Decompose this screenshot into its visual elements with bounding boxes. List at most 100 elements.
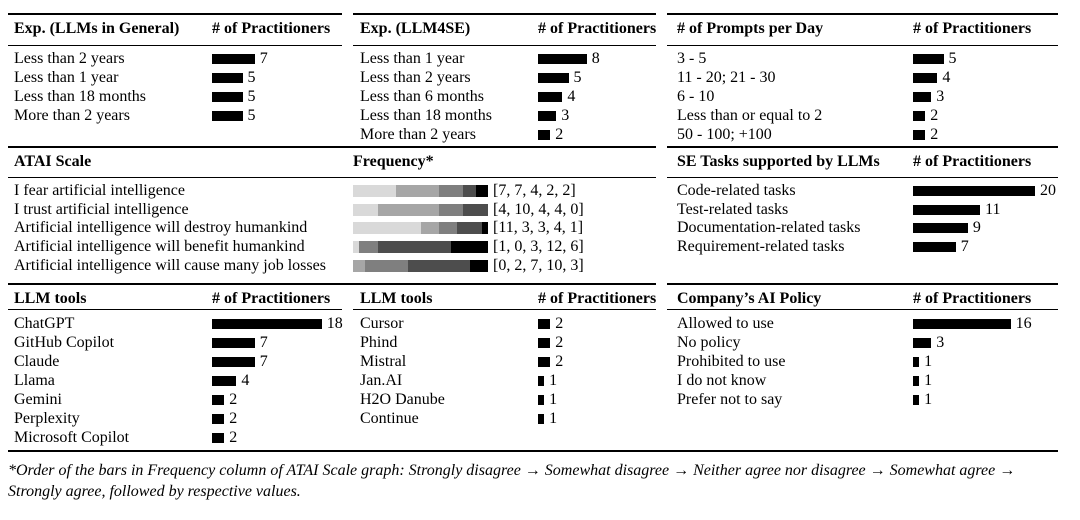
table-rows: Less than 2 years 7 Less than 1 year 5 Less …	[8, 49, 342, 125]
table-row: 50 - 100; +100 2	[667, 125, 1058, 144]
bar	[212, 53, 255, 64]
table-row: Requirement-related tasks 7	[667, 238, 1058, 257]
bar	[538, 375, 545, 386]
values-label: [1, 0, 3, 12, 6]	[493, 238, 584, 256]
stack-segment-1	[353, 241, 360, 254]
bar	[913, 242, 956, 253]
bar-value-label: 3	[936, 87, 945, 105]
table-row: Perplexity 2	[8, 409, 342, 428]
row-label: More than 2 years	[14, 106, 130, 124]
bar-value-label: 5	[247, 106, 256, 124]
row-label: Less than 18 months	[360, 106, 492, 124]
row-label: Llama	[14, 371, 55, 389]
bar	[212, 375, 237, 386]
bar	[212, 413, 225, 424]
bar-cell: 5	[212, 68, 256, 87]
bar-cell: 9	[913, 219, 981, 238]
row-label: I fear artificial intelligence	[14, 182, 186, 200]
bar-value-label: 2	[555, 352, 564, 370]
bar-value-label: 4	[241, 371, 250, 389]
table-row: Less than 2 years 7	[8, 49, 342, 68]
row-label: Prefer not to say	[677, 390, 783, 408]
bar	[538, 53, 587, 64]
bar-value-label: 9	[972, 219, 981, 237]
bar-cell: 5	[212, 87, 256, 106]
stack-segment-3	[365, 259, 409, 272]
table-row: Continue 1	[353, 409, 656, 428]
stacked-bar	[353, 259, 489, 272]
band-divider2-left	[8, 283, 656, 285]
stack-segment-5	[481, 222, 489, 235]
bar-cell: 5	[538, 68, 582, 87]
stack-segment-1	[353, 185, 396, 198]
table-title: SE Tasks supported by LLMs	[677, 153, 880, 170]
bar-cell: 2	[212, 390, 237, 409]
header-rule-atai	[8, 177, 656, 179]
stack-segment-5	[469, 259, 489, 272]
table-row: Allowed to use 16	[667, 314, 1058, 333]
bar-value-label: 11	[985, 200, 1001, 218]
table-row: 11 - 20; 21 - 30 4	[667, 68, 1058, 87]
bar-value-label: 16	[1015, 314, 1032, 332]
bar-value-label: 3	[561, 106, 570, 124]
table-title: # of Prompts per Day	[677, 20, 824, 37]
header-rule-tools1	[8, 309, 342, 311]
bar-cell: 8	[538, 49, 600, 68]
stack-segment-2	[377, 203, 439, 216]
row-label: Less than 6 months	[360, 87, 484, 105]
bar	[538, 110, 557, 121]
values-label: [11, 3, 3, 4, 1]	[493, 219, 584, 237]
table-row: Jan.AI 1	[353, 371, 656, 390]
bar-cell: 1	[538, 371, 557, 390]
band-divider2-right	[667, 283, 1058, 285]
table-title: LLM tools	[14, 290, 87, 307]
bar-value-label: 1	[924, 390, 933, 408]
row-label: Less than 2 years	[360, 68, 471, 86]
table-row: Prefer not to say 1	[667, 390, 1058, 409]
band-divider-right	[667, 146, 1058, 148]
row-label: Less than 1 year	[360, 49, 465, 67]
stacked-bar	[353, 185, 489, 198]
bar-value-label: 2	[229, 409, 238, 427]
bar-value-label: 20	[1040, 182, 1056, 200]
table-row: H2O Danube 1	[353, 390, 656, 409]
bar	[212, 356, 255, 367]
table-row: Less than or equal to 2 2	[667, 106, 1058, 125]
bar-cell: 3	[913, 333, 944, 352]
table-row: Less than 1 year 5	[8, 68, 342, 87]
stack-segment-3	[359, 241, 378, 254]
table-title: Exp. (LLMs in General)	[14, 20, 180, 37]
bar-value-label: 3	[936, 333, 945, 351]
bar-value-label: 18	[326, 314, 343, 332]
table-rows: ChatGPT 18 GitHub Copilot 7 Claude 7 Llama 4 Gem…	[8, 314, 343, 447]
header-rule-setasks	[667, 177, 1058, 179]
bar-cell: 2	[538, 333, 563, 352]
bar-cell: 20	[913, 182, 1056, 201]
row-label: Less than 18 months	[14, 87, 146, 105]
bar	[212, 318, 322, 329]
stacked-bar	[353, 203, 489, 216]
bar	[913, 53, 944, 64]
column-header-practitioners: # of Practitioners	[913, 153, 1032, 170]
bar	[538, 72, 569, 83]
row-label: Prohibited to use	[677, 352, 786, 370]
band-divider-left	[8, 146, 656, 148]
bar	[538, 394, 545, 405]
table-row: 3 - 5 5	[667, 49, 1058, 68]
row-label: Code-related tasks	[677, 182, 796, 200]
bar-value-label: 1	[549, 371, 558, 389]
bar-cell: 2	[212, 428, 237, 447]
bar-cell: 3	[913, 87, 944, 106]
table-row: Mistral 2	[353, 352, 656, 371]
bar-value-label: 2	[930, 106, 939, 124]
bar	[913, 375, 920, 386]
stacked-bar-cell: [4, 10, 4, 4, 0]	[353, 201, 584, 220]
table-row: Less than 18 months 3	[353, 106, 656, 125]
bar-cell: 7	[212, 49, 268, 68]
table-row: ChatGPT 18	[8, 314, 343, 333]
bar-value-label: 2	[555, 314, 564, 332]
bar	[538, 129, 551, 140]
table-rows: Allowed to use 16 No policy 3 Prohibited to …	[667, 314, 1058, 409]
stack-segment-1	[353, 222, 421, 235]
bar	[913, 356, 920, 367]
